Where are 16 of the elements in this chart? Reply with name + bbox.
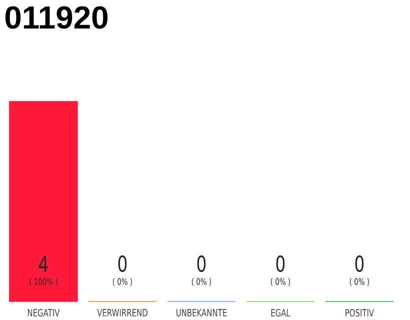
- x-tick-label: NEGATIV: [28, 309, 60, 317]
- annotation: ( 0% ): [192, 278, 211, 286]
- x-tick-label: POSITIV: [346, 309, 374, 317]
- data-label: 0: [118, 255, 127, 272]
- data-label: 0: [276, 255, 285, 272]
- annotation: ( 100% ): [30, 278, 58, 286]
- data-label: 0: [197, 255, 206, 272]
- x-tick-label: VERWIRREND: [97, 309, 148, 316]
- annotation: ( 0% ): [270, 278, 290, 286]
- data-label: 4: [39, 256, 48, 272]
- x-tick-label: UNBEKANNTE: [176, 309, 227, 316]
- annotation: ( 0% ): [350, 278, 369, 286]
- annotation: ( 0% ): [112, 278, 132, 286]
- x-tick-label: EGAL: [271, 309, 290, 317]
- chart-title: 011920: [5, 6, 108, 29]
- data-label: 0: [355, 255, 364, 272]
